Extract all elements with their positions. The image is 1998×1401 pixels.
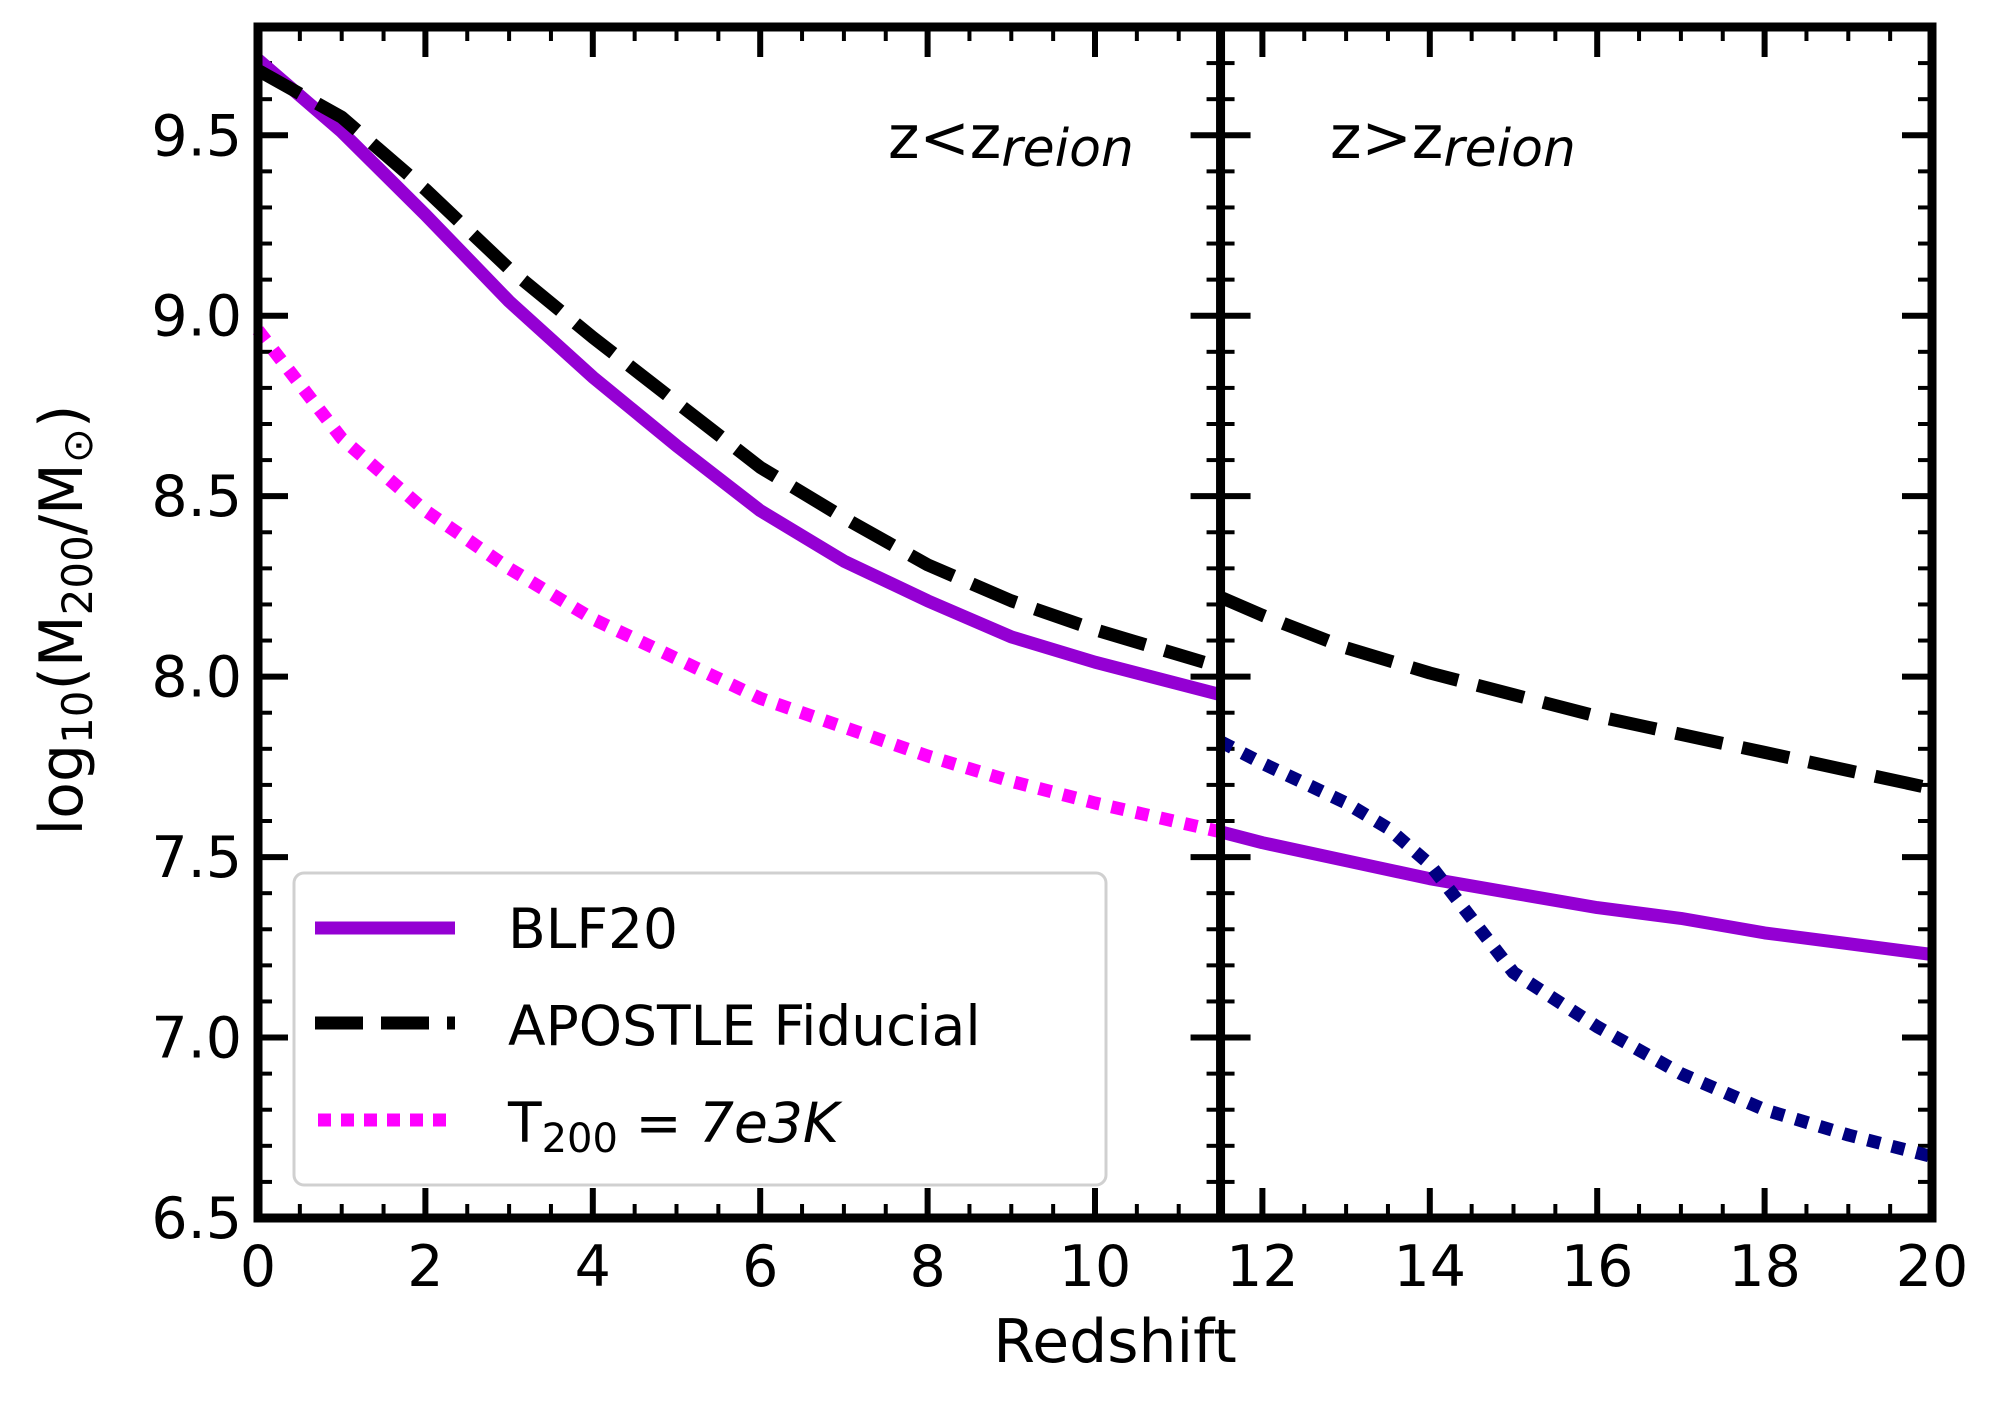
y-tick-label: 7.0 (151, 1006, 242, 1072)
y-tick-label: 9.0 (151, 284, 242, 350)
legend-label-blf20: BLF20 (508, 897, 678, 961)
panel-label-left: z<zreion (888, 103, 1134, 179)
series-line-t200-7e3k-z-z-reion (1217, 735, 1934, 1163)
y-tick-label: 8.5 (151, 464, 242, 530)
series-line-apostle-fiducial (254, 64, 1206, 669)
x-axis-label: Redshift (993, 1307, 1237, 1377)
y-tick-label: 8.0 (151, 645, 242, 711)
x-tick-label: 20 (1896, 1234, 1969, 1300)
series-line-blf20-z-z-reion (1218, 825, 1933, 961)
legend: BLF20 APOSTLE Fiducial T200 = 7e3K (292, 871, 1108, 1187)
series-line-apostle-fiducial-z-z-reion (1217, 591, 1934, 795)
series-layer (252, 54, 1934, 1163)
x-tick-label: 12 (1226, 1234, 1299, 1300)
plot-frame (253, 22, 1937, 1223)
x-tick-label: 16 (1561, 1234, 1634, 1300)
x-tick-label: 2 (407, 1234, 443, 1300)
tick-labels: 0 2 4 6 8 10 12 14 16 18 20 6.5 7.0 7.5 8.0 8.5 9.0 9.5 (151, 103, 1968, 1300)
y-axis-label: log10(M200/M⊙) (27, 405, 102, 836)
plot-border (253, 22, 1937, 1223)
y-tick-label: 6.5 (151, 1186, 242, 1252)
x-tick-label: 4 (575, 1234, 611, 1300)
legend-box (292, 871, 1108, 1187)
x-tick-label: 0 (240, 1234, 276, 1300)
x-tick-label: 10 (1059, 1234, 1132, 1300)
legend-label-apostle: APOSTLE Fiducial (508, 994, 981, 1058)
legend-label-t200: T200 = 7e3K (507, 1091, 843, 1162)
y-tick-label: 9.5 (151, 103, 242, 169)
x-tick-label: 18 (1728, 1234, 1801, 1300)
series-line-blf20 (253, 54, 1223, 701)
panel-label-right: z>zreion (1330, 103, 1576, 179)
x-tick-label: 8 (909, 1234, 945, 1300)
x-tick-label: 6 (742, 1234, 778, 1300)
series-line-t200-7e3k (252, 326, 1222, 839)
y-tick-label: 7.5 (151, 825, 242, 891)
x-tick-label: 14 (1394, 1234, 1467, 1300)
